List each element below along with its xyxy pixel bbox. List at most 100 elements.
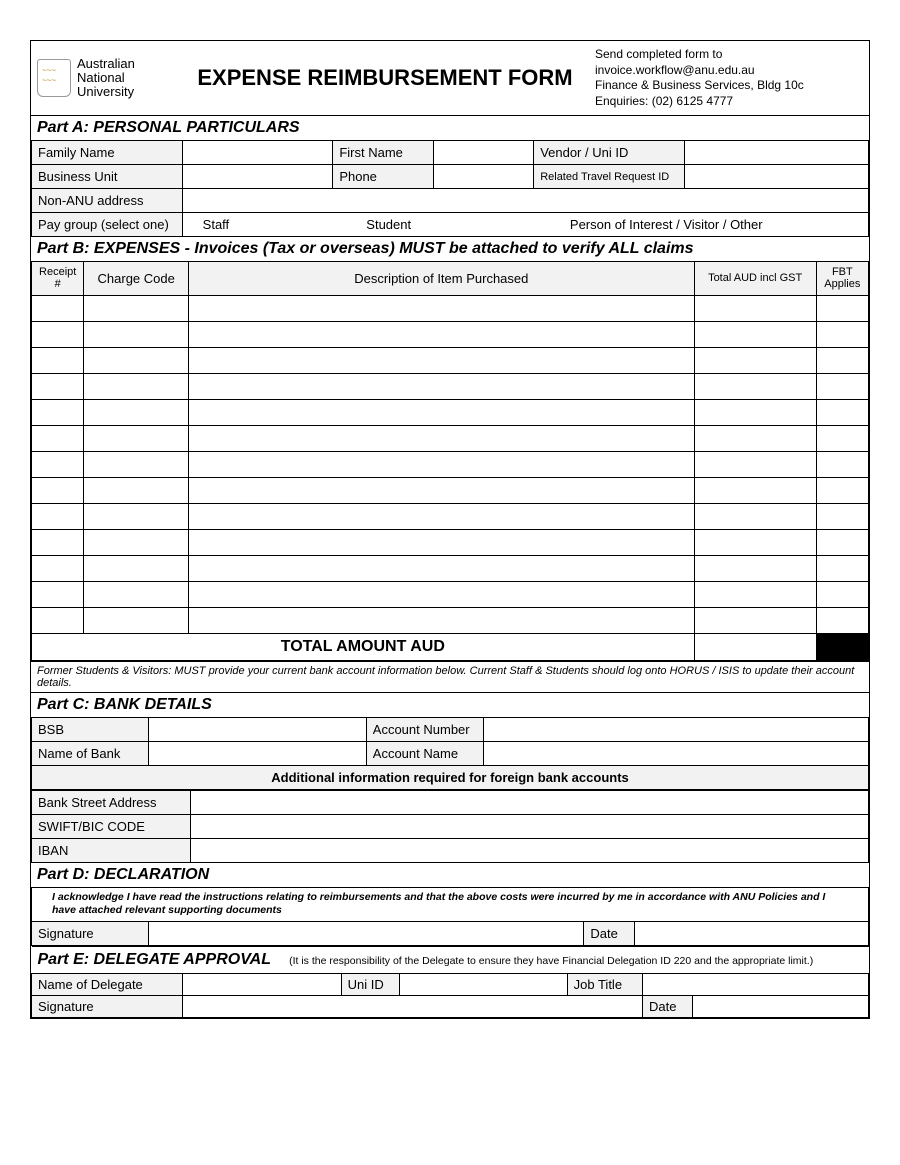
- expense-cell[interactable]: [188, 425, 694, 451]
- expense-cell[interactable]: [32, 503, 84, 529]
- expense-cell[interactable]: [816, 529, 868, 555]
- expense-cell[interactable]: [816, 295, 868, 321]
- input-signature-e[interactable]: [182, 995, 642, 1017]
- input-street[interactable]: [191, 790, 869, 814]
- expense-cell[interactable]: [816, 425, 868, 451]
- expense-cell[interactable]: [32, 581, 84, 607]
- label-signature-d: Signature: [32, 921, 149, 945]
- expense-cell[interactable]: [694, 477, 816, 503]
- part-c-header: Part C: BANK DETAILS: [31, 692, 869, 717]
- expense-cell[interactable]: [188, 529, 694, 555]
- option-student[interactable]: Student: [366, 217, 566, 232]
- expense-cell[interactable]: [84, 295, 189, 321]
- expense-cell[interactable]: [188, 607, 694, 633]
- expense-cell[interactable]: [32, 347, 84, 373]
- expense-cell[interactable]: [694, 607, 816, 633]
- expense-cell[interactable]: [816, 503, 868, 529]
- input-job-title[interactable]: [642, 973, 868, 995]
- expense-cell[interactable]: [84, 347, 189, 373]
- expense-cell[interactable]: [694, 581, 816, 607]
- expense-cell[interactable]: [816, 347, 868, 373]
- expense-cell[interactable]: [188, 399, 694, 425]
- expense-cell[interactable]: [84, 451, 189, 477]
- expense-cell[interactable]: [188, 373, 694, 399]
- input-swift[interactable]: [191, 814, 869, 838]
- expense-cell[interactable]: [32, 607, 84, 633]
- part-e-header: Part E: DELEGATE APPROVAL: [38, 951, 272, 968]
- expense-cell[interactable]: [816, 451, 868, 477]
- expense-cell[interactable]: [84, 477, 189, 503]
- expense-cell[interactable]: [694, 399, 816, 425]
- input-account-number[interactable]: [483, 717, 868, 741]
- expense-cell[interactable]: [32, 529, 84, 555]
- expense-cell[interactable]: [84, 529, 189, 555]
- total-amount[interactable]: [694, 633, 816, 660]
- expense-cell[interactable]: [84, 321, 189, 347]
- expense-cell[interactable]: [188, 295, 694, 321]
- expense-cell[interactable]: [188, 477, 694, 503]
- expense-cell[interactable]: [84, 503, 189, 529]
- expense-cell[interactable]: [32, 399, 84, 425]
- expense-cell[interactable]: [816, 555, 868, 581]
- expense-cell[interactable]: [816, 581, 868, 607]
- expense-cell[interactable]: [188, 347, 694, 373]
- expense-cell[interactable]: [84, 607, 189, 633]
- label-bsb: BSB: [32, 717, 149, 741]
- expense-cell[interactable]: [32, 451, 84, 477]
- option-other[interactable]: Person of Interest / Visitor / Other: [570, 217, 763, 232]
- expense-cell[interactable]: [32, 321, 84, 347]
- input-travel-request[interactable]: [684, 165, 868, 189]
- bank-table: BSB Account Number Name of Bank Account …: [31, 717, 869, 790]
- input-uni-id[interactable]: [400, 973, 567, 995]
- expense-cell[interactable]: [188, 321, 694, 347]
- input-vendor-id[interactable]: [684, 141, 868, 165]
- label-travel-request: Related Travel Request ID: [534, 165, 685, 189]
- expense-cell[interactable]: [694, 295, 816, 321]
- input-delegate-name[interactable]: [182, 973, 341, 995]
- expense-cell[interactable]: [694, 451, 816, 477]
- expense-row: [32, 451, 869, 477]
- input-date-e[interactable]: [693, 995, 869, 1017]
- expense-cell[interactable]: [694, 503, 816, 529]
- expense-cell[interactable]: [816, 373, 868, 399]
- input-business-unit[interactable]: [182, 165, 333, 189]
- expense-cell[interactable]: [188, 581, 694, 607]
- expense-cell[interactable]: [32, 555, 84, 581]
- expense-cell[interactable]: [816, 399, 868, 425]
- expense-cell[interactable]: [84, 555, 189, 581]
- expense-cell[interactable]: [816, 607, 868, 633]
- input-phone[interactable]: [433, 165, 533, 189]
- expense-cell[interactable]: [694, 347, 816, 373]
- expense-cell[interactable]: [32, 295, 84, 321]
- expense-cell[interactable]: [32, 477, 84, 503]
- expense-cell[interactable]: [816, 477, 868, 503]
- option-staff[interactable]: Staff: [203, 217, 363, 232]
- expense-cell[interactable]: [188, 555, 694, 581]
- input-account-name[interactable]: [483, 741, 868, 765]
- input-signature-d[interactable]: [149, 921, 584, 945]
- expense-cell[interactable]: [32, 425, 84, 451]
- expense-cell[interactable]: [84, 399, 189, 425]
- university-crest-icon: [37, 59, 71, 97]
- label-pay-group: Pay group (select one): [32, 213, 183, 237]
- expense-cell[interactable]: [84, 373, 189, 399]
- input-bsb[interactable]: [149, 717, 367, 741]
- expense-cell[interactable]: [694, 529, 816, 555]
- input-iban[interactable]: [191, 838, 869, 862]
- input-bank-name[interactable]: [149, 741, 367, 765]
- input-family-name[interactable]: [182, 141, 333, 165]
- col-fbt: FBT Applies: [816, 262, 868, 295]
- expense-cell[interactable]: [694, 555, 816, 581]
- expense-cell[interactable]: [188, 503, 694, 529]
- expense-cell[interactable]: [84, 581, 189, 607]
- expense-cell[interactable]: [188, 451, 694, 477]
- expense-cell[interactable]: [694, 373, 816, 399]
- input-non-anu[interactable]: [182, 189, 868, 213]
- input-date-d[interactable]: [634, 921, 868, 945]
- expense-cell[interactable]: [32, 373, 84, 399]
- expense-cell[interactable]: [84, 425, 189, 451]
- expense-cell[interactable]: [694, 425, 816, 451]
- input-first-name[interactable]: [433, 141, 533, 165]
- expense-cell[interactable]: [694, 321, 816, 347]
- expense-cell[interactable]: [816, 321, 868, 347]
